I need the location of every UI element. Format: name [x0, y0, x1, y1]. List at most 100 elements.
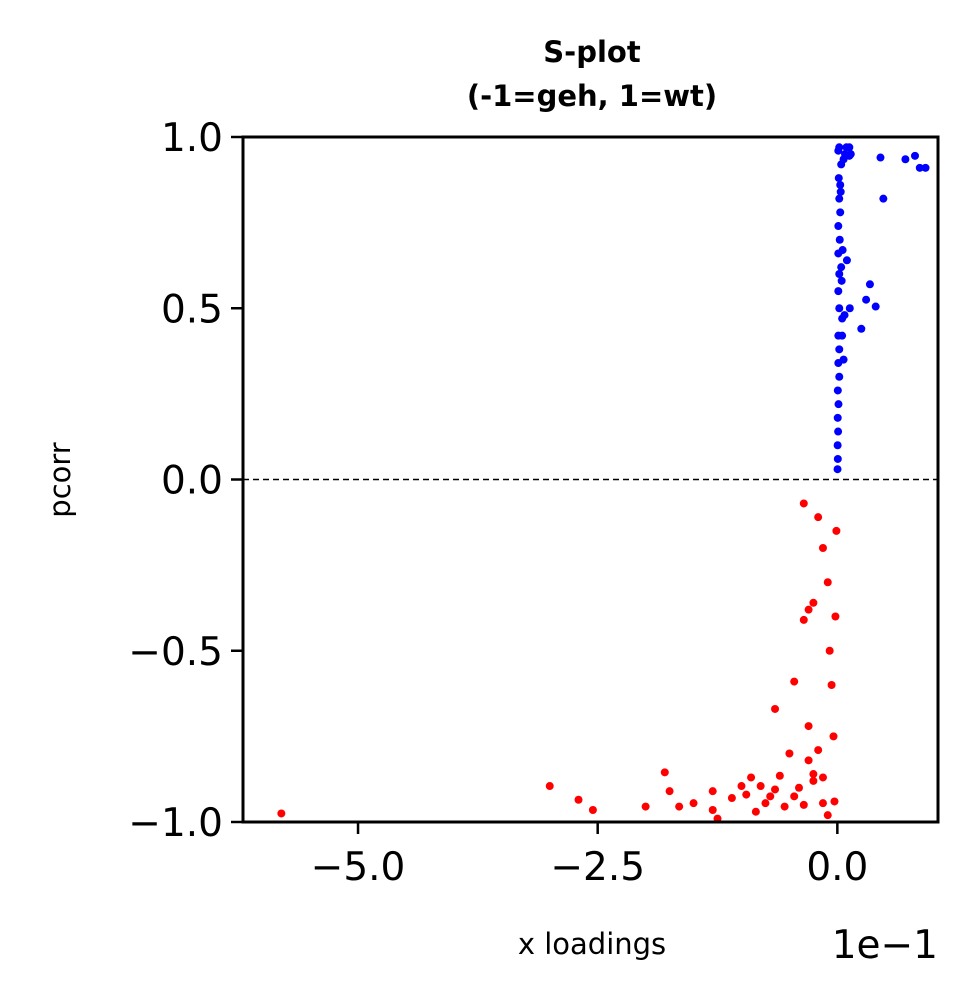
data-point-positive	[836, 180, 845, 189]
data-point-positive	[834, 174, 843, 183]
data-point-negative	[761, 799, 770, 808]
data-point-positive	[865, 280, 874, 289]
data-point-positive	[879, 194, 888, 203]
data-point-negative	[665, 787, 674, 796]
data-point-negative	[832, 526, 841, 535]
data-point-negative	[641, 802, 650, 811]
data-point-negative	[823, 811, 832, 820]
x-axis-label: x loadings	[518, 927, 666, 961]
data-point-negative	[771, 704, 780, 713]
data-point-positive	[839, 355, 848, 364]
data-point-positive	[834, 222, 843, 231]
data-point-positive	[834, 146, 843, 155]
data-point-negative	[708, 787, 717, 796]
data-point-positive	[834, 287, 843, 296]
data-point-negative	[823, 578, 832, 587]
data-point-negative	[708, 806, 717, 815]
data-point-negative	[795, 783, 803, 792]
data-point-positive	[837, 276, 846, 285]
data-point-negative	[545, 782, 554, 791]
data-point-positive	[833, 454, 842, 463]
data-point-positive	[901, 155, 910, 164]
data-point-negative	[830, 797, 839, 806]
data-point-positive	[838, 246, 847, 255]
data-point-negative	[814, 513, 823, 522]
data-point-negative	[799, 499, 808, 508]
data-point-positive	[834, 331, 843, 340]
data-point-positive	[845, 304, 854, 313]
data-point-negative	[790, 677, 799, 686]
data-point-positive	[835, 304, 844, 313]
y-tick-label: 0.5	[161, 287, 223, 332]
data-point-positive	[857, 324, 866, 333]
data-point-positive	[836, 208, 845, 217]
y-tick-label: 0.0	[161, 459, 223, 504]
data-point-negative	[751, 807, 760, 816]
data-point-negative	[588, 806, 597, 815]
data-point-positive	[835, 372, 844, 381]
data-point-negative	[742, 790, 751, 799]
data-point-negative	[804, 605, 813, 614]
data-point-positive	[835, 235, 844, 244]
data-point-negative	[785, 749, 794, 758]
data-point-positive	[842, 256, 851, 265]
x-tick-label: 0.0	[806, 845, 868, 890]
chart-title: S-plot	[543, 35, 641, 69]
data-point-positive	[846, 150, 855, 159]
data-point-positive	[862, 295, 871, 304]
data-point-negative	[829, 732, 838, 741]
data-point-negative	[775, 771, 784, 780]
data-point-negative	[831, 612, 840, 621]
y-tick-label: −1.0	[128, 801, 223, 846]
data-point-positive	[835, 345, 844, 354]
data-point-negative	[756, 782, 765, 791]
data-point-positive	[833, 441, 842, 450]
data-point-positive	[910, 151, 919, 160]
data-point-negative	[574, 795, 583, 804]
data-point-negative	[790, 792, 799, 801]
data-point-negative	[804, 756, 813, 765]
axis-ticks: −5.0 −2.5 0.0 1.0 0.5 0.0 −0.5 −1.0	[128, 116, 868, 890]
data-point-negative	[814, 746, 823, 755]
data-point-positive	[834, 400, 843, 409]
data-point-negative	[818, 799, 827, 808]
data-point-negative	[799, 615, 808, 624]
data-point-positive	[833, 413, 842, 422]
chart-subtitle: (-1=geh, 1=wt)	[467, 79, 717, 113]
data-point-positive	[836, 187, 845, 196]
data-point-negative	[827, 681, 836, 689]
data-point-negative	[799, 800, 808, 809]
data-point-positive	[876, 153, 885, 162]
y-tick-label: 1.0	[161, 116, 223, 161]
data-point-negative	[689, 799, 698, 808]
data-point-positive	[837, 160, 846, 169]
data-point-positive	[837, 263, 846, 272]
data-point-negative	[804, 722, 813, 731]
data-point-positive	[833, 386, 842, 395]
data-point-negative	[747, 773, 756, 782]
data-point-negative	[766, 792, 775, 801]
data-point-negative	[818, 544, 827, 552]
data-point-negative	[675, 802, 684, 811]
data-point-negative	[780, 802, 789, 811]
data-point-negative	[771, 785, 780, 794]
data-point-negative	[277, 809, 286, 818]
data-points	[277, 143, 930, 823]
data-point-positive	[835, 270, 844, 278]
data-point-positive	[833, 465, 842, 474]
x-axis-offset-label: 1e−1	[832, 923, 938, 968]
y-axis-label: pcorr	[43, 442, 77, 518]
data-point-positive	[842, 143, 851, 152]
data-point-negative	[737, 782, 746, 791]
data-point-positive	[915, 163, 924, 172]
data-point-negative	[727, 794, 736, 803]
data-point-negative	[818, 773, 827, 782]
x-tick-label: −5.0	[311, 845, 406, 890]
data-point-positive	[835, 194, 844, 203]
axes-frame	[241, 135, 940, 824]
y-tick-label: −0.5	[128, 630, 223, 675]
data-point-negative	[809, 598, 818, 607]
data-point-positive	[834, 427, 843, 436]
